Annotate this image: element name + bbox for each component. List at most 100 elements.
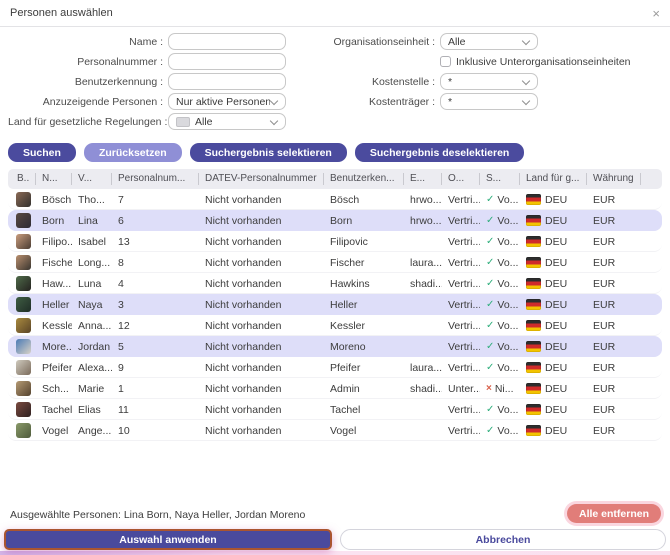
table-row[interactable]: Vogel Ange... 10 Nicht vorhanden Vogel V… <box>8 420 662 441</box>
column-header-datev-personalnummer[interactable]: DATEV-Personalnummer <box>199 173 324 185</box>
cell-first-name: Tho... <box>78 193 105 206</box>
cell-first-name: Elias <box>78 403 101 416</box>
column-header-nachname[interactable]: N... <box>36 173 72 185</box>
cell-personnel-number: 6 <box>118 214 124 227</box>
cell-datev-number: Nicht vorhanden <box>205 361 282 374</box>
avatar <box>16 381 31 396</box>
unterorganisation-checkbox[interactable] <box>440 56 451 67</box>
suchergebnis-selektieren-button[interactable]: Suchergebnis selektieren <box>189 143 347 162</box>
cell-filler <box>641 210 662 231</box>
cell-photo <box>8 231 36 252</box>
cell-status: ✓ Vo... <box>480 231 520 252</box>
status-text: Vo... <box>497 424 519 437</box>
anzuzeigende-personen-select[interactable]: Nur aktive Personen <box>168 93 286 110</box>
cell-last-name: More... <box>42 340 72 353</box>
table-row[interactable]: Born Lina 6 Nicht vorhanden Born hrwo...… <box>8 210 662 231</box>
table-row[interactable]: Tachel Elias 11 Nicht vorhanden Tachel V… <box>8 399 662 420</box>
table-row[interactable]: Haw... Luna 4 Nicht vorhanden Hawkins sh… <box>8 273 662 294</box>
cell-filler <box>641 357 662 378</box>
country-code: DEU <box>545 382 568 395</box>
table-row[interactable]: Pfeifer Alexa... 9 Nicht vorhanden Pfeif… <box>8 357 662 378</box>
kostentraeger-select[interactable]: * <box>440 93 538 110</box>
cell-email <box>404 420 442 441</box>
germany-flag-icon <box>526 341 541 352</box>
column-header-vorname[interactable]: V... <box>72 173 112 185</box>
land-regelungen-select[interactable]: Alle <box>168 113 286 130</box>
cell-currency: EUR <box>593 298 616 311</box>
remove-all-button[interactable]: Alle entfernen <box>566 504 661 523</box>
status-icon: ✓ <box>486 403 495 415</box>
cell-user-id: Hawkins <box>330 277 370 290</box>
cell-email <box>404 399 442 420</box>
cell-organisation: Vertri... <box>448 256 480 269</box>
column-header-bild[interactable]: B.. <box>8 173 36 185</box>
name-input[interactable] <box>168 33 286 50</box>
cell-filler <box>641 231 662 252</box>
avatar <box>16 213 31 228</box>
cell-last-name: Born <box>42 214 65 227</box>
cell-country: DEU <box>520 210 587 231</box>
column-header-personalnummer[interactable]: Personalnum... <box>112 173 199 185</box>
cell-status: ✓ Vo... <box>480 420 520 441</box>
persons-table: B.. N... V... Personalnum... DATEV-Perso… <box>8 169 662 441</box>
column-header-waehrung[interactable]: Währung <box>587 173 641 185</box>
cell-photo <box>8 189 36 210</box>
dialog-title: Personen auswählen <box>10 7 113 19</box>
status-icon: ✓ <box>486 193 495 205</box>
table-row[interactable]: Heller Naya 3 Nicht vorhanden Heller Ver… <box>8 294 662 315</box>
cell-datev-number: Nicht vorhanden <box>205 214 282 227</box>
status-text: Vo... <box>497 256 519 269</box>
close-icon[interactable]: × <box>652 5 660 21</box>
column-header-email[interactable]: E... <box>404 173 442 185</box>
table-row[interactable]: Sch... Marie 1 Nicht vorhanden Admin sha… <box>8 378 662 399</box>
column-header-benutzerkennung[interactable]: Benutzerken... <box>324 173 404 185</box>
suchergebnis-deselektieren-button[interactable]: Suchergebnis deselektieren <box>354 143 525 162</box>
cell-last-name: Kessler <box>42 319 72 332</box>
cancel-button[interactable]: Abbrechen <box>340 529 666 550</box>
personalnummer-label: Personalnummer : <box>77 55 163 68</box>
apply-selection-button[interactable]: Auswahl anwenden <box>4 529 332 550</box>
germany-flag-icon <box>526 257 541 268</box>
table-row[interactable]: More... Jordan 5 Nicht vorhanden Moreno … <box>8 336 662 357</box>
chevron-down-icon <box>270 118 278 126</box>
personalnummer-input[interactable] <box>168 53 286 70</box>
action-button-row: Suchen Zurücksetzen Suchergebnis selekti… <box>0 133 670 169</box>
cell-datev-number: Nicht vorhanden <box>205 256 282 269</box>
suchen-button[interactable]: Suchen <box>8 143 76 162</box>
column-header-organisation[interactable]: O... <box>442 173 480 185</box>
country-code: DEU <box>545 193 568 206</box>
avatar <box>16 192 31 207</box>
organisationseinheit-select[interactable]: Alle <box>440 33 538 50</box>
cell-last-name: Filipo... <box>42 235 72 248</box>
country-code: DEU <box>545 235 568 248</box>
cell-datev-number: Nicht vorhanden <box>205 319 282 332</box>
cell-organisation: Vertri... <box>448 319 480 332</box>
country-code: DEU <box>545 424 568 437</box>
cell-last-name: Sch... <box>42 382 69 395</box>
cell-country: DEU <box>520 357 587 378</box>
cell-status: ✓ Vo... <box>480 315 520 336</box>
column-header-status[interactable]: S... <box>480 173 520 185</box>
kostenstelle-select[interactable]: * <box>440 73 538 90</box>
cell-last-name: Pfeifer <box>42 361 72 374</box>
table-body: Bösch Tho... 7 Nicht vorhanden Bösch hrw… <box>8 189 662 441</box>
benutzerkennung-input[interactable] <box>168 73 286 90</box>
cell-filler <box>641 378 662 399</box>
table-row[interactable]: Filipo... Isabel 13 Nicht vorhanden Fili… <box>8 231 662 252</box>
zuruecksetzen-button[interactable]: Zurücksetzen <box>83 143 182 162</box>
cell-email: hrwo... <box>410 214 442 227</box>
cell-user-id: Kessler <box>330 319 366 332</box>
cell-photo <box>8 315 36 336</box>
cell-last-name: Tachel <box>42 403 72 416</box>
cell-photo <box>8 210 36 231</box>
cell-datev-number: Nicht vorhanden <box>205 193 282 206</box>
cell-status: ✓ Vo... <box>480 273 520 294</box>
cell-currency: EUR <box>593 277 616 290</box>
avatar <box>16 318 31 333</box>
table-row[interactable]: Bösch Tho... 7 Nicht vorhanden Bösch hrw… <box>8 189 662 210</box>
cell-first-name: Alexa... <box>78 361 112 374</box>
table-row[interactable]: Kessler Anna... 12 Nicht vorhanden Kessl… <box>8 315 662 336</box>
table-row[interactable]: Fischer Long... 8 Nicht vorhanden Fische… <box>8 252 662 273</box>
column-header-land[interactable]: Land für g... <box>520 173 587 185</box>
cell-filler <box>641 315 662 336</box>
